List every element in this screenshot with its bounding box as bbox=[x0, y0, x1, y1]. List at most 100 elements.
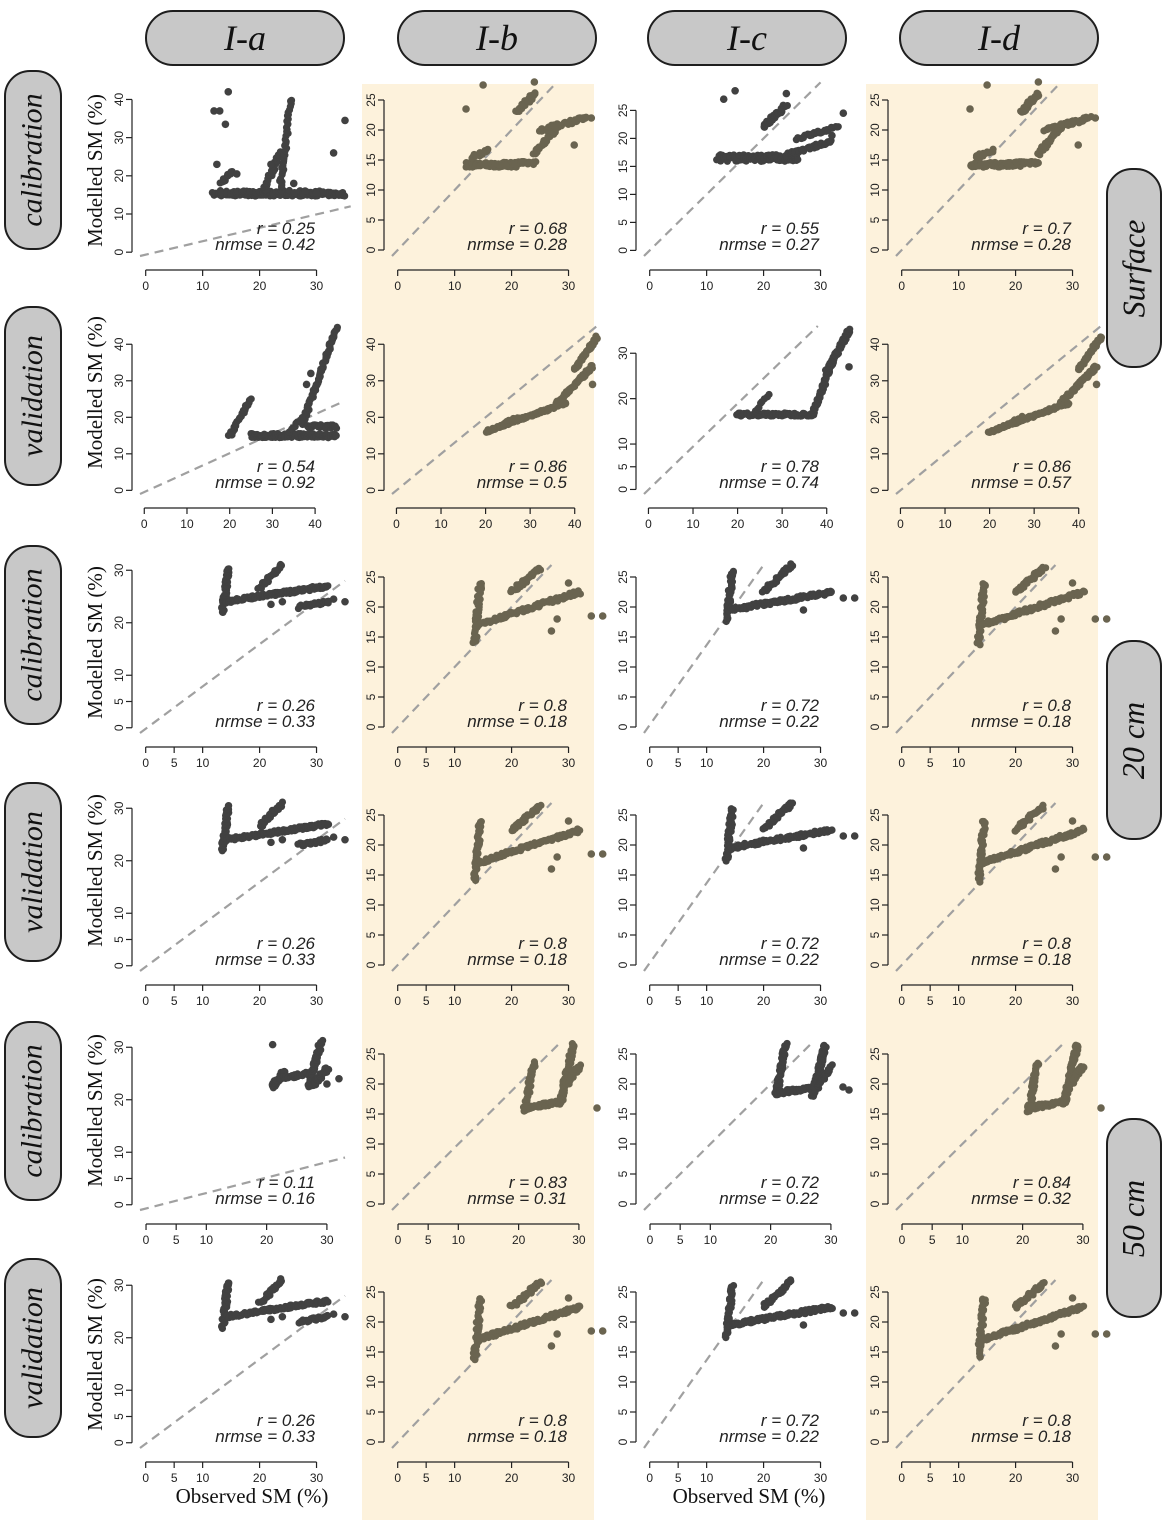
data-point bbox=[1034, 78, 1043, 86]
y-tick-label: 10 bbox=[868, 898, 882, 912]
data-point bbox=[799, 844, 808, 852]
data-point bbox=[576, 826, 584, 834]
x-tick-label: 10 bbox=[452, 1233, 466, 1247]
y-tick-label: 5 bbox=[616, 693, 630, 700]
x-tick-label: 0 bbox=[898, 279, 905, 293]
nrmse-statistic: nrmse = 0.18 bbox=[467, 950, 567, 969]
row-label-4: validation bbox=[4, 782, 62, 962]
data-point bbox=[477, 818, 485, 826]
data-point bbox=[268, 1040, 277, 1049]
nrmse-statistic: nrmse = 0.16 bbox=[215, 1189, 315, 1208]
x-tick-label: 10 bbox=[952, 756, 966, 770]
data-point bbox=[1097, 1104, 1105, 1112]
data-point bbox=[225, 1279, 233, 1287]
nrmse-statistic: nrmse = 0.57 bbox=[971, 473, 1071, 492]
y-tick-label: 25 bbox=[616, 808, 630, 822]
data-point bbox=[783, 101, 791, 110]
x-tick-label: 5 bbox=[929, 1233, 936, 1247]
x-tick-label: 10 bbox=[434, 517, 448, 531]
data-point bbox=[278, 798, 287, 806]
one-to-one-line bbox=[391, 81, 558, 257]
y-tick-label: 0 bbox=[364, 1200, 378, 1207]
data-point bbox=[267, 160, 275, 169]
data-point bbox=[839, 594, 848, 602]
data-point bbox=[1057, 120, 1065, 128]
data-point bbox=[224, 802, 232, 810]
data-point bbox=[289, 179, 298, 188]
x-tick-label: 20 bbox=[505, 994, 519, 1008]
data-point bbox=[845, 1086, 853, 1094]
data-point bbox=[531, 89, 539, 97]
y-tick-label: 0 bbox=[364, 487, 378, 494]
x-tick-label: 20 bbox=[1016, 1233, 1030, 1247]
depth-label-20cm: 20 cm bbox=[1106, 640, 1162, 840]
y-tick-label: 25 bbox=[868, 1047, 882, 1061]
y-tick-label: 0 bbox=[616, 247, 630, 254]
x-tick-label: 30 bbox=[572, 1233, 586, 1247]
y-tick-label: 20 bbox=[112, 854, 126, 868]
data-point bbox=[324, 1298, 332, 1306]
y-tick-label: 5 bbox=[868, 931, 882, 938]
data-point bbox=[587, 850, 596, 858]
data-point bbox=[224, 88, 233, 96]
y-tick-label: 5 bbox=[868, 216, 882, 223]
y-tick-label: 20 bbox=[112, 1331, 126, 1345]
nrmse-statistic: nrmse = 0.18 bbox=[971, 950, 1071, 969]
y-tick-label: 5 bbox=[616, 463, 630, 470]
y-tick-label: 30 bbox=[364, 374, 378, 388]
data-point bbox=[576, 114, 584, 122]
y-tick-label: 5 bbox=[112, 936, 126, 943]
data-point bbox=[588, 362, 596, 370]
one-to-one-line bbox=[643, 802, 765, 972]
y-tick-label: 25 bbox=[616, 1047, 630, 1061]
data-point bbox=[302, 380, 311, 389]
nrmse-statistic: nrmse = 0.28 bbox=[467, 235, 567, 254]
y-tick-label: 0 bbox=[868, 487, 882, 494]
y-tick-label: 0 bbox=[616, 1200, 630, 1207]
y-tick-label: 20 bbox=[364, 123, 378, 137]
x-tick-label: 0 bbox=[141, 517, 148, 531]
y-tick-label: 15 bbox=[868, 1107, 882, 1121]
y-tick-label: 20 bbox=[868, 410, 882, 424]
x-tick-label: 30 bbox=[1076, 1233, 1090, 1247]
data-point bbox=[729, 569, 737, 577]
x-tick-label: 30 bbox=[814, 994, 828, 1008]
data-point bbox=[579, 373, 588, 381]
x-tick-label: 10 bbox=[448, 756, 462, 770]
x-tick-label: 30 bbox=[562, 279, 576, 293]
data-point bbox=[547, 627, 556, 635]
x-tick-label: 40 bbox=[308, 517, 322, 531]
x-tick-label: 10 bbox=[686, 517, 700, 531]
y-tick-label: 20 bbox=[616, 131, 630, 145]
data-point bbox=[221, 120, 230, 129]
y-tick-label: 10 bbox=[616, 1137, 630, 1151]
one-to-one-line bbox=[895, 81, 1062, 257]
data-point bbox=[535, 564, 543, 572]
data-point bbox=[564, 817, 573, 825]
x-tick-label: 0 bbox=[142, 994, 149, 1008]
data-point bbox=[727, 805, 735, 813]
y-tick-label: 15 bbox=[364, 1107, 378, 1121]
x-tick-label: 20 bbox=[479, 517, 493, 531]
row-label-6: validation bbox=[4, 1258, 62, 1438]
x-tick-label: 20 bbox=[757, 756, 771, 770]
y-tick-label: 25 bbox=[364, 808, 378, 822]
column-header-4: I-d bbox=[899, 10, 1099, 66]
data-point bbox=[1083, 373, 1092, 381]
y-tick-label: 40 bbox=[112, 92, 126, 106]
y-tick-label: 30 bbox=[112, 801, 126, 815]
data-point bbox=[966, 105, 974, 113]
data-point bbox=[719, 95, 728, 103]
r-statistic: r = 0.8 bbox=[1022, 934, 1071, 953]
y-tick-label: 10 bbox=[868, 1137, 882, 1151]
data-point bbox=[828, 131, 836, 140]
nrmse-statistic: nrmse = 0.74 bbox=[719, 473, 819, 492]
y-tick-label: 20 bbox=[616, 838, 630, 852]
r-statistic: r = 0.86 bbox=[1013, 457, 1072, 476]
y-tick-label: 0 bbox=[112, 249, 126, 256]
